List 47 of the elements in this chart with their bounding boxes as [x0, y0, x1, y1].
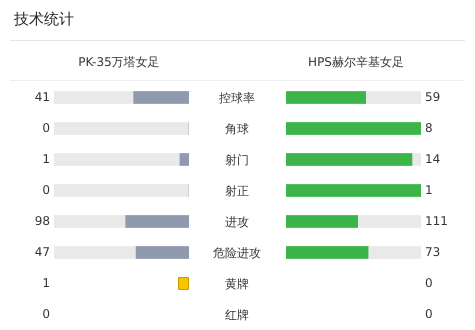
bar — [368, 246, 421, 259]
text: 59 — [425, 90, 440, 104]
chart-title: 技术统计 — [14, 10, 74, 29]
y-tick-label: 黄牌 — [224, 276, 250, 293]
bar — [357, 215, 421, 228]
text: 47 — [34, 245, 50, 259]
bar — [54, 215, 126, 228]
bar — [286, 122, 421, 135]
bar — [136, 246, 189, 259]
y-tick-label: 角球 — [224, 121, 250, 138]
bar — [180, 153, 189, 166]
bar — [286, 91, 366, 104]
text: 1 — [425, 183, 433, 197]
bar — [286, 215, 358, 228]
text: 41 — [34, 90, 50, 104]
text: 0 — [42, 121, 50, 135]
y-tick-label: 红牌 — [224, 307, 250, 324]
text: 111 — [425, 214, 448, 228]
bar — [133, 91, 189, 104]
bar — [286, 246, 368, 259]
y-tick-label: 射正 — [224, 183, 250, 200]
series-label: HPS赫尔辛基女足 — [307, 54, 405, 71]
text: 0 — [42, 183, 50, 197]
text: 73 — [425, 245, 440, 259]
text: 98 — [34, 214, 50, 228]
y-tick-label: 进攻 — [224, 214, 250, 231]
bar — [54, 153, 180, 166]
bar — [54, 91, 134, 104]
text: 14 — [425, 152, 440, 166]
bar — [365, 91, 421, 104]
bar — [54, 246, 136, 259]
bar — [412, 153, 421, 166]
text: 8 — [425, 121, 433, 135]
text: 0 — [425, 307, 433, 321]
bar — [125, 215, 189, 228]
y-tick-label: 控球率 — [218, 90, 256, 107]
text: 0 — [42, 307, 50, 321]
series-label: PK-35万塔女足 — [77, 54, 161, 71]
text: 1 — [42, 276, 50, 290]
text: 1 — [42, 152, 50, 166]
bar — [286, 184, 421, 197]
y-tick-label: 危险进攻 — [212, 245, 262, 262]
bar — [54, 122, 189, 135]
text: 0 — [425, 276, 433, 290]
y-tick-label: 射门 — [224, 152, 250, 169]
bar — [286, 153, 412, 166]
bar — [54, 184, 189, 197]
